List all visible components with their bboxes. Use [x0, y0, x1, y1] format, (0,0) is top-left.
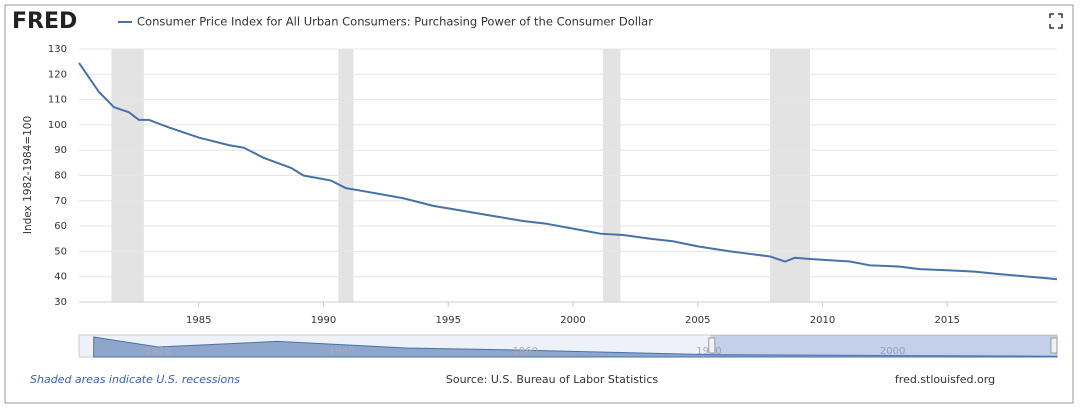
chart-title: Consumer Price Index for All Urban Consu… [137, 15, 653, 29]
navigator-tick-label: 1960 [513, 346, 538, 357]
navigator-tick-label: 1920 [145, 346, 170, 357]
y-tick-label: 130 [48, 44, 67, 55]
y-tick-label: 110 [48, 95, 67, 106]
y-axis-label: Index 1982-1984=100 [22, 116, 34, 234]
y-tick-label: 70 [54, 196, 67, 207]
recession-note[interactable]: Shaded areas indicate U.S. recessions [30, 373, 240, 386]
y-tick-label: 120 [48, 69, 67, 80]
navigator-selection [710, 335, 1057, 357]
data-line [78, 62, 1058, 281]
navigator-handle[interactable] [708, 337, 716, 354]
x-tick-label: 2010 [810, 315, 835, 326]
site-link[interactable]: fred.stlouisfed.org [895, 373, 995, 386]
y-tick-label: 30 [54, 297, 67, 308]
fullscreen-icon[interactable] [1049, 13, 1063, 29]
x-tick-label: 1985 [186, 315, 211, 326]
navigator-handle[interactable] [1050, 337, 1058, 354]
x-tick-label: 2015 [934, 315, 959, 326]
y-tick-label: 100 [48, 120, 67, 131]
y-tick-label: 60 [54, 221, 67, 232]
x-tick-label: 1990 [311, 315, 336, 326]
x-tick-label: 1995 [436, 315, 461, 326]
logo: FRED [12, 9, 77, 34]
y-tick-label: 50 [54, 246, 67, 257]
navigator-area [93, 336, 1058, 358]
navigator-tick-label: 1940 [329, 346, 354, 357]
y-tick-label: 40 [54, 272, 67, 283]
source: Source: U.S. Bureau of Labor Statistics [446, 373, 659, 386]
navigator-tick-label: 2000 [880, 346, 905, 357]
y-tick-label: 90 [54, 145, 67, 156]
x-tick-label: 2005 [685, 315, 710, 326]
y-tick-label: 80 [54, 171, 67, 182]
x-tick-label: 2000 [560, 315, 585, 326]
